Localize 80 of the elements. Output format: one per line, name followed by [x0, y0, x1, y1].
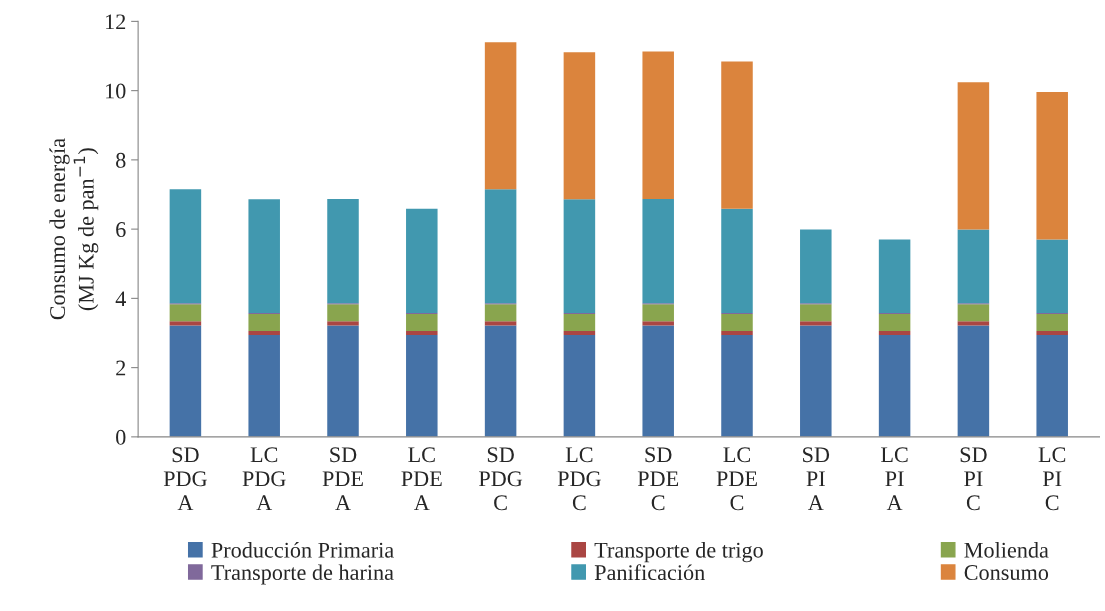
bar: [563, 335, 596, 437]
bar: [721, 61, 753, 209]
x-tick-label: LC PDG C: [557, 447, 601, 511]
legend-label: Consumo: [964, 565, 1049, 581]
bar: [248, 330, 280, 336]
bar: [484, 304, 517, 322]
x-tick-label: LC PDG A: [242, 447, 286, 511]
bar: [800, 325, 832, 437]
bar: [878, 313, 911, 331]
legend-label: Producción Primaria: [211, 542, 394, 558]
bar: [957, 304, 990, 322]
bar: [721, 208, 753, 313]
legend-label: Transporte de harina: [211, 564, 394, 585]
legend-label: Transporte de trigo: [594, 542, 763, 563]
bar: [248, 199, 280, 313]
bar: [800, 304, 832, 322]
bar: [563, 330, 596, 336]
bar: [1036, 335, 1068, 437]
y-axis-title: Consumo de energía (MJ Kg de pan$^{−1}$): [49, 138, 99, 320]
bar: [563, 52, 596, 200]
x-tick-label: SD PI A: [803, 447, 830, 511]
bar: [957, 82, 990, 230]
bar: [642, 51, 674, 199]
bar: [957, 321, 990, 326]
bar: [406, 330, 438, 336]
bar: [406, 208, 438, 313]
bar: [484, 189, 517, 304]
bar: [248, 313, 280, 331]
x-tick-label: SD PDG A: [163, 447, 207, 511]
bar: [169, 325, 202, 437]
bar: [484, 325, 517, 437]
bar: [878, 239, 911, 313]
legend-label: Molienda: [964, 542, 1049, 558]
bar: [1036, 313, 1068, 331]
bar: [563, 199, 596, 313]
bar: [642, 325, 674, 437]
bar: [484, 321, 517, 326]
bar: [721, 313, 753, 331]
y-tick-label: 8: [116, 152, 126, 168]
bar: [169, 304, 202, 322]
bar: [721, 335, 753, 437]
x-tick-label: LC PI C: [1038, 447, 1066, 511]
y-tick-label: 4: [115, 291, 126, 307]
bar: [642, 199, 674, 304]
bar: [406, 313, 438, 331]
bar: [957, 229, 990, 304]
bar: [327, 321, 359, 326]
bar: [800, 229, 832, 304]
x-tick-label: SD PDE A: [322, 447, 363, 511]
bar: [169, 189, 202, 304]
bar: [484, 42, 517, 190]
bar: [327, 199, 359, 304]
bar: [957, 325, 990, 437]
bar: [1036, 239, 1068, 313]
bar: [642, 321, 674, 326]
bar: [1036, 330, 1068, 336]
x-tick-label: SD PDG C: [479, 447, 523, 511]
y-tick-label: 12: [106, 14, 126, 30]
bar: [878, 330, 911, 336]
bar: [327, 325, 359, 437]
y-tick-label: 10: [106, 83, 126, 99]
x-tick-label: LC PDE A: [401, 447, 442, 511]
bar: [800, 321, 832, 326]
legend-label: Panificación: [594, 564, 705, 581]
y-tick-label: 6: [116, 222, 126, 238]
bar: [642, 304, 674, 322]
bar: [169, 321, 202, 326]
bar: [1036, 92, 1068, 240]
x-tick-label: SD PI C: [960, 447, 987, 511]
bar: [248, 335, 280, 437]
x-tick-label: LC PI A: [881, 447, 908, 511]
x-tick-label: LC PDE C: [716, 447, 757, 511]
y-tick-label: 0: [116, 429, 126, 445]
x-tick-label: SD PDE C: [637, 447, 679, 511]
bar: [406, 335, 438, 437]
bar: [327, 304, 359, 322]
y-tick-label: 2: [116, 360, 126, 376]
bar: [563, 313, 596, 331]
bar: [721, 330, 753, 336]
bar: [878, 335, 911, 437]
